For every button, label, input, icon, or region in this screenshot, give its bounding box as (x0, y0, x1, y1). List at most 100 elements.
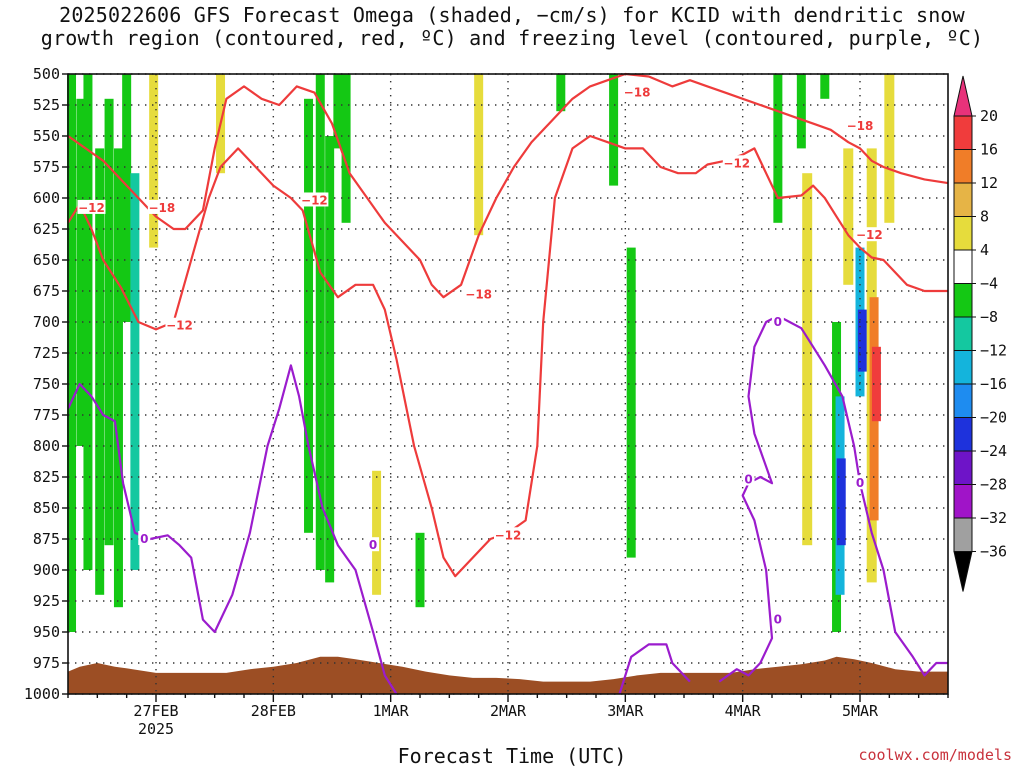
colorbar-label-12: −32 (980, 509, 1007, 527)
y-tick-label-675: 675 (33, 282, 60, 300)
colorbar-arrow-bottom (953, 551, 973, 592)
contour-label-bg-10 (138, 531, 151, 545)
contour-layer (67, 72, 949, 695)
omega-cell-16 (415, 532, 425, 608)
colorbar-label-6: −8 (980, 308, 998, 326)
x-tick-label-3MAR: 3MAR (607, 702, 644, 720)
colorbar-swatch-1 (953, 115, 973, 150)
colorbar-label-0: 20 (980, 107, 998, 125)
omega-cell-8 (149, 74, 159, 248)
colorbar-label-4: 4 (980, 241, 989, 259)
y-tick-label-700: 700 (33, 313, 60, 331)
colorbar-swatch-10 (953, 417, 973, 452)
y-tick-label-825: 825 (33, 468, 60, 486)
contour-label-bg-7 (722, 155, 751, 170)
omega-shading-layer (67, 74, 895, 632)
colorbar-label-2: 12 (980, 174, 998, 192)
y-tick-label-650: 650 (33, 251, 60, 269)
contour-purple-zero-0 (67, 364, 398, 695)
x-tick-label-27FEB: 27FEB (133, 702, 178, 720)
contour-label-5: −12 (495, 528, 522, 542)
x-tick-label-4MAR: 4MAR (725, 702, 762, 720)
omega-cell-23 (802, 173, 813, 546)
terrain-layer (68, 656, 948, 694)
omega-cell-17 (474, 74, 484, 236)
omega-cell-18 (556, 74, 566, 112)
contour-label-bg-5 (494, 527, 522, 542)
contour-label-bg-12 (771, 314, 784, 328)
contour-label-4: −18 (465, 288, 492, 302)
omega-cell-33 (871, 346, 881, 422)
omega-cell-1 (76, 98, 86, 447)
colorbar-swatch-13 (953, 517, 973, 552)
x-tick-label-5MAR: 5MAR (842, 702, 879, 720)
colorbar-swatch-4 (953, 216, 973, 251)
colorbar-swatch-2 (953, 149, 973, 184)
colorbar-label-8: −16 (980, 375, 1007, 393)
colorbar-label-5: −4 (980, 275, 998, 293)
y-tick-label-800: 800 (33, 437, 60, 455)
colorbar-arrow-top (953, 75, 973, 117)
omega-cell-20 (626, 247, 636, 558)
y-tick-label-500: 500 (33, 65, 60, 83)
omega-cell-10 (304, 98, 314, 533)
x-tick-label-1MAR: 1MAR (373, 702, 410, 720)
contour-label-bg-14 (771, 611, 784, 626)
x-tick-sublabel-27FEB: 2025 (138, 720, 174, 738)
omega-cell-19 (609, 74, 619, 186)
colorbar-label-3: 8 (980, 208, 989, 226)
omega-cell-30 (857, 309, 867, 372)
terrain-fill (68, 656, 948, 694)
colorbar-swatch-8 (953, 350, 973, 385)
chart-title-line-1: 2025022606 GFS Forecast Omega (shaded, −… (59, 3, 965, 27)
y-tick-label-600: 600 (33, 189, 60, 207)
contour-label-14: 0 (774, 613, 782, 627)
omega-cell-15 (372, 470, 382, 595)
y-tick-label-525: 525 (33, 96, 60, 114)
contour-label-bg-2 (165, 317, 194, 332)
contour-label-bg-6 (623, 84, 652, 99)
y-tick-label-975: 975 (33, 654, 60, 672)
contour-label-13: 0 (744, 472, 752, 486)
contour-red-minus12-0 (67, 134, 948, 578)
contour-label-bg-0 (77, 199, 106, 214)
y-tick-label-950: 950 (33, 623, 60, 641)
omega-cell-3 (95, 148, 105, 595)
credit-text: coolwx.com/models (858, 746, 1012, 764)
colorbar-label-13: −36 (980, 543, 1007, 561)
contour-label-bg-4 (464, 286, 493, 301)
contour-label-12: 0 (774, 315, 782, 329)
contour-label-0: −12 (78, 201, 105, 215)
contour-red-minus18-0 (67, 72, 949, 299)
colorbar-label-9: −20 (980, 409, 1007, 427)
y-tick-label-625: 625 (33, 220, 60, 238)
colorbar-swatch-12 (953, 484, 973, 519)
contour-label-9: −12 (856, 228, 883, 242)
omega-cell-7 (130, 173, 140, 570)
contour-label-7: −12 (723, 156, 750, 170)
contour-label-bg-15 (854, 475, 866, 490)
y-tick-label-850: 850 (33, 499, 60, 517)
contour-label-bg-13 (742, 471, 755, 486)
omega-cell-21 (773, 74, 783, 223)
x-axis-label: Forecast Time (UTC) (397, 744, 627, 768)
omega-cell-2 (83, 74, 93, 570)
omega-cell-13 (333, 74, 343, 149)
contour-label-bg-3 (300, 192, 329, 207)
contour-label-15: 0 (856, 476, 864, 490)
contour-label-8: −18 (847, 119, 874, 133)
omega-cell-22 (796, 74, 806, 149)
colorbar-swatch-6 (953, 283, 973, 318)
y-tick-label-750: 750 (33, 375, 60, 393)
omega-cell-34 (884, 74, 895, 223)
colorbar: 20 16 12 8 4 −4 −8 −12 −16 −20 −24 −28 −32 −36 (953, 75, 1007, 592)
contour-label-bg-9 (855, 227, 884, 242)
colorbar-label-7: −12 (980, 342, 1007, 360)
colorbar-swatch-11 (953, 450, 973, 485)
y-tick-label-775: 775 (33, 406, 60, 424)
colorbar-label-11: −28 (980, 476, 1007, 494)
y-tick-label-900: 900 (33, 561, 60, 579)
y-tick-label-925: 925 (33, 592, 60, 610)
colorbar-swatch-7 (953, 316, 973, 351)
omega-cell-6 (122, 74, 132, 322)
